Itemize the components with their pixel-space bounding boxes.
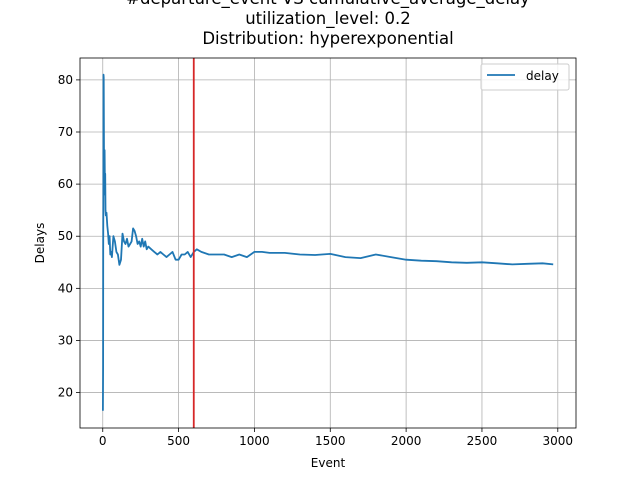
series-group bbox=[102, 58, 554, 428]
legend-label-delay: delay bbox=[526, 69, 559, 83]
x-tick-label: 3000 bbox=[543, 434, 574, 448]
y-tick-label: 50 bbox=[58, 229, 73, 243]
y-tick-label: 20 bbox=[58, 386, 73, 400]
x-tick-label: 1000 bbox=[239, 434, 270, 448]
y-tick-label: 70 bbox=[58, 125, 73, 139]
x-tick-label: 1500 bbox=[315, 434, 346, 448]
grid bbox=[80, 58, 576, 428]
series-line-delay bbox=[102, 73, 554, 411]
plot-area bbox=[80, 58, 576, 428]
y-tick-label: 60 bbox=[58, 177, 73, 191]
chart-title: #departure_event VS cumulative_average_d… bbox=[126, 0, 530, 48]
y-axis-label: Delays bbox=[33, 223, 47, 264]
x-tick-label: 500 bbox=[167, 434, 190, 448]
legend: delay bbox=[480, 63, 570, 91]
y-tick-label: 40 bbox=[58, 281, 73, 295]
x-axis-label: Event bbox=[311, 456, 346, 470]
y-axis-ticks: 20 30 40 50 60 70 80 bbox=[58, 73, 80, 400]
legend-box bbox=[480, 63, 570, 91]
chart-title-line-3: Distribution: hyperexponential bbox=[202, 29, 453, 48]
x-tick-label: 0 bbox=[99, 434, 107, 448]
chart-title-line-1: #departure_event VS cumulative_average_d… bbox=[126, 0, 530, 9]
x-tick-label: 2000 bbox=[391, 434, 422, 448]
y-tick-label: 30 bbox=[58, 333, 73, 347]
chart-title-line-2: utilization_level: 0.2 bbox=[245, 9, 411, 29]
x-axis-ticks: 0 500 1000 1500 2000 2500 3000 bbox=[99, 428, 573, 448]
plot-frame bbox=[79, 57, 577, 429]
x-tick-label: 2500 bbox=[467, 434, 498, 448]
y-tick-label: 80 bbox=[58, 73, 73, 87]
